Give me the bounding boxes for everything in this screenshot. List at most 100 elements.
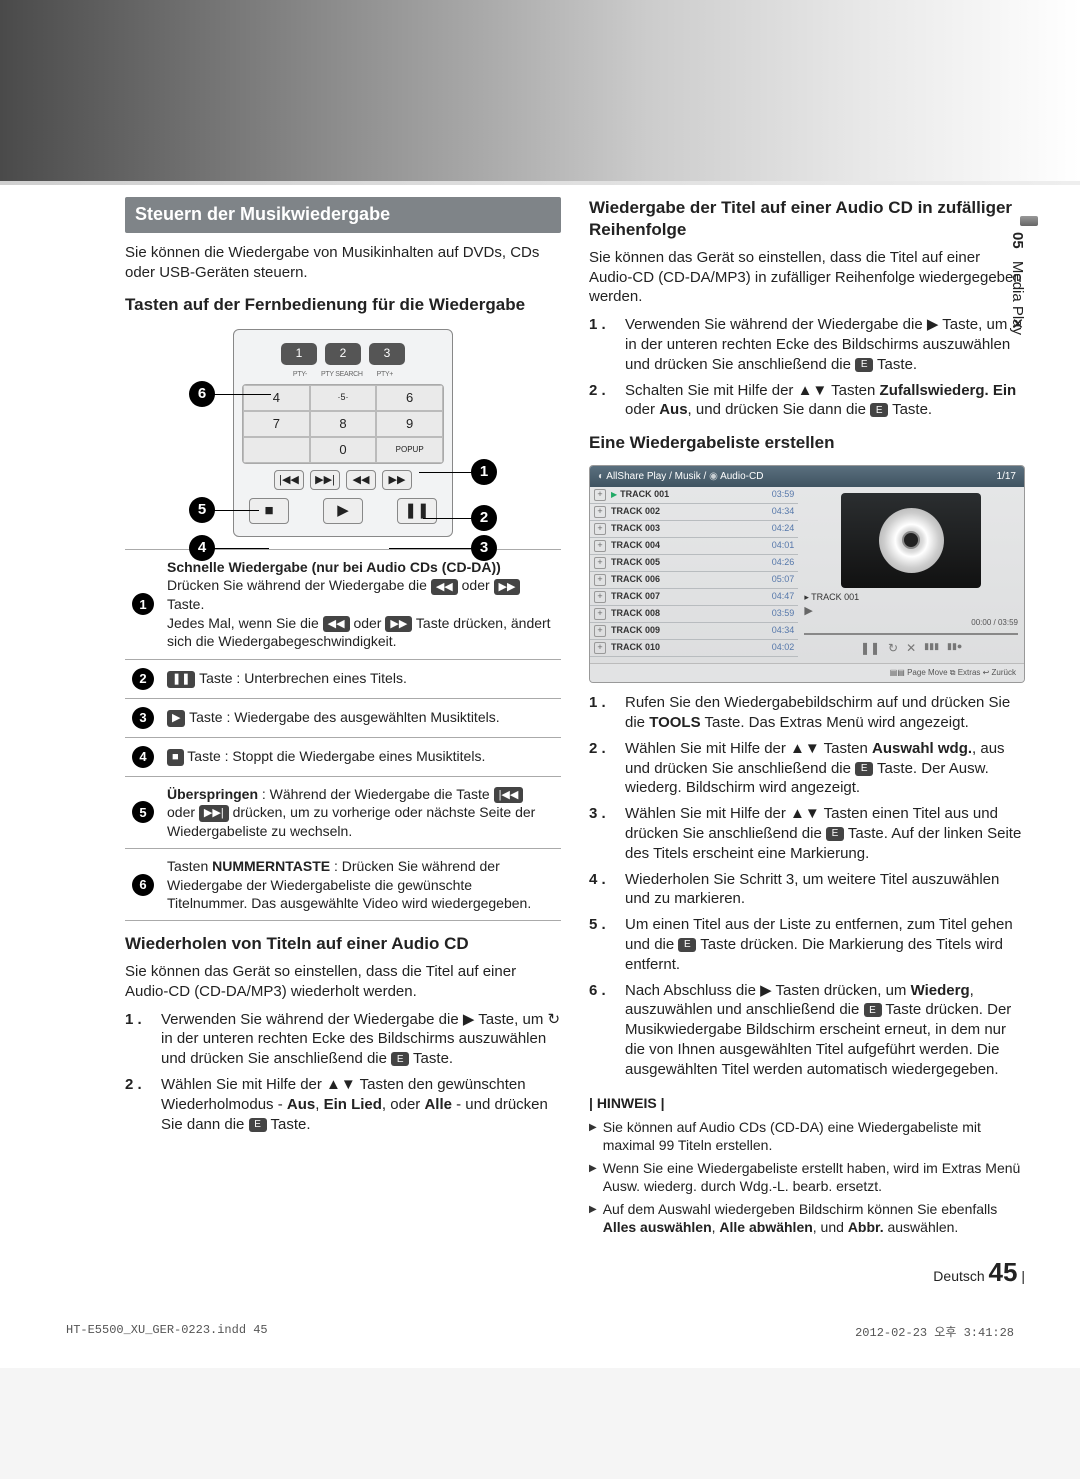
heading-playlist: Eine Wiedergabeliste erstellen xyxy=(589,432,1025,454)
step-item: 2 .Wählen Sie mit Hilfe der ▲▼ Tasten de… xyxy=(125,1075,561,1134)
control-row: 3 ▶ Taste : Wiedergabe des ausgewählten M… xyxy=(125,698,561,737)
row-desc: Überspringen : Während der Wiedergabe di… xyxy=(161,776,561,849)
shuffle-steps: 1 .Verwenden Sie während der Wiedergabe … xyxy=(589,315,1025,420)
track-row: +▶TRACK 00103:59 xyxy=(590,487,798,504)
row-desc: Tasten NUMMERNTASTE : Drücken Sie währen… xyxy=(161,849,561,921)
add-icon: + xyxy=(594,642,606,654)
step-item: 6 .Nach Abschluss die ▶ Tasten drücken, … xyxy=(589,981,1025,1080)
track-row: +TRACK 00304:24 xyxy=(590,521,798,538)
time-label: 00:00 / 03:59 xyxy=(971,618,1018,629)
print-file: HT-E5500_XU_GER-0223.indd 45 xyxy=(66,1323,268,1340)
add-icon: + xyxy=(594,625,606,637)
step-item: 2 .Schalten Sie mit Hilfe der ▲▼ Tasten … xyxy=(589,381,1025,421)
controls-table: 1 Schnelle Wiedergabe (nur bei Audio CDs … xyxy=(125,549,561,921)
track-row: +TRACK 00803:59 xyxy=(590,606,798,623)
remote-numpad: 4 · 5 · 6 7 8 9 0 POPUP xyxy=(242,384,444,464)
add-icon: + xyxy=(594,608,606,620)
callout-3: 3 xyxy=(471,535,497,561)
row-desc: ▶ Taste : Wiedergabe des ausgewählten Mu… xyxy=(161,698,561,737)
row-number: 3 xyxy=(132,707,154,729)
row-number: 1 xyxy=(132,593,154,615)
header-gradient xyxy=(0,0,1080,185)
heading-remote: Tasten auf der Fernbedienung für die Wie… xyxy=(125,294,561,316)
step-item: 5 .Um einen Titel aus der Liste zu entfe… xyxy=(589,915,1025,974)
page-footer: Deutsch 45 | xyxy=(589,1255,1025,1289)
control-row: 6 Tasten NUMMERNTASTE : Drücken Sie währe… xyxy=(125,849,561,921)
track-row: +TRACK 00904:34 xyxy=(590,623,798,640)
chapter-title: Media Play xyxy=(1009,261,1026,335)
row-desc: Schnelle Wiedergabe (nur bei Audio CDs (… xyxy=(161,550,561,660)
row-desc: ❚❚ Taste : Unterbrechen eines Titels. xyxy=(161,659,561,698)
add-icon: + xyxy=(594,506,606,518)
step-item: 1 .Rufen Sie den Wiedergabebildschirm au… xyxy=(589,693,1025,733)
remote-label-pty-minus: PTY- xyxy=(293,370,307,379)
note-heading: HINWEIS xyxy=(589,1094,1025,1112)
disc-icon xyxy=(879,508,944,573)
step-item: 3 .Wählen Sie mit Hilfe der ▲▼ Tasten ei… xyxy=(589,804,1025,863)
print-date: 2012-02-23 오후 3:41:28 xyxy=(855,1323,1014,1340)
track-row: +TRACK 00404:01 xyxy=(590,538,798,555)
track-row: +TRACK 01004:02 xyxy=(590,640,798,657)
side-tab-marker xyxy=(1020,216,1038,226)
step-item: 1 .Verwenden Sie während der Wiedergabe … xyxy=(589,315,1025,374)
track-row: +TRACK 00504:26 xyxy=(590,555,798,572)
note-item: Wenn Sie eine Wiedergabeliste erstellt h… xyxy=(589,1159,1025,1196)
playlist-steps: 1 .Rufen Sie den Wiedergabebildschirm au… xyxy=(589,693,1025,1079)
chapter-number: 05 xyxy=(1009,232,1026,249)
track-row: +TRACK 00605:07 xyxy=(590,572,798,589)
add-icon: + xyxy=(594,574,606,586)
remote-diagram: 1 2 3 PTY- PTY SEARCH PTY+ 4 · 5 · 6 7 xyxy=(233,329,453,537)
control-row: 2 ❚❚ Taste : Unterbrechen eines Titels. xyxy=(125,659,561,698)
intro-text: Sie können die Wiedergabe von Musikinhal… xyxy=(125,243,561,283)
left-column: Steuern der Musikwiedergabe Sie können d… xyxy=(125,197,561,1289)
add-icon: + xyxy=(594,557,606,569)
print-footer: HT-E5500_XU_GER-0223.indd 45 2012-02-23 … xyxy=(0,1309,1080,1368)
remote-key-3: 3 xyxy=(369,343,405,365)
screen-transport-icons: ❚❚↻✕▮▮▮▮▮● xyxy=(860,641,962,657)
callout-6: 6 xyxy=(189,381,215,407)
remote-nav-row: |◀◀ ▶▶| ◀◀ ▶▶ xyxy=(242,470,444,490)
step-item: 2 .Wählen Sie mit Hilfe der ▲▼ Tasten Au… xyxy=(589,739,1025,798)
add-icon: + xyxy=(594,591,606,603)
notes-list: Sie können auf Audio CDs (CD-DA) eine Wi… xyxy=(589,1118,1025,1237)
remote-label-pty-plus: PTY+ xyxy=(377,370,394,379)
track-row: +TRACK 00704:47 xyxy=(590,589,798,606)
note-item: Auf dem Auswahl wiedergeben Bildschirm k… xyxy=(589,1200,1025,1237)
step-item: 4 .Wiederholen Sie Schritt 3, um weitere… xyxy=(589,870,1025,910)
callout-2: 2 xyxy=(471,505,497,531)
page-language: Deutsch xyxy=(933,1268,984,1284)
note-item: Sie können auf Audio CDs (CD-DA) eine Wi… xyxy=(589,1118,1025,1155)
remote-key-2: 2 xyxy=(325,343,361,365)
screen-footer: ▤▤ Page Move ⧉ Extras ↩ Zurück xyxy=(590,663,1024,683)
row-number: 4 xyxy=(132,746,154,768)
row-number: 5 xyxy=(132,801,154,823)
callout-4: 4 xyxy=(189,535,215,561)
now-playing-label: TRACK 001 xyxy=(811,592,859,602)
repeat-intro: Sie können das Gerät so einstellen, dass… xyxy=(125,962,561,1002)
heading-shuffle: Wiedergabe der Titel auf einer Audio CD … xyxy=(589,197,1025,242)
add-icon: + xyxy=(594,489,606,501)
step-item: 1 .Verwenden Sie während der Wiedergabe … xyxy=(125,1010,561,1069)
playlist-screenshot: ◐ AllShare Play / Musik / ◉ Audio-CD 1/1… xyxy=(589,465,1025,684)
remote-label-pty-search: PTY SEARCH xyxy=(321,370,363,379)
screen-breadcrumb: ◐ AllShare Play / Musik / ◉ Audio-CD xyxy=(598,470,763,483)
callout-5: 5 xyxy=(189,497,215,523)
screen-counter: 1/17 xyxy=(997,470,1016,483)
screen-preview: ▸ TRACK 001 ▶ 00:00 / 03:59 ❚❚↻✕▮▮▮▮▮● xyxy=(798,487,1024,663)
add-icon: + xyxy=(594,523,606,535)
row-number: 2 xyxy=(132,668,154,690)
control-row: 1 Schnelle Wiedergabe (nur bei Audio CDs … xyxy=(125,550,561,660)
screen-tracklist: +▶TRACK 00103:59+TRACK 00204:34+TRACK 00… xyxy=(590,487,798,663)
shuffle-intro: Sie können das Gerät so einstellen, dass… xyxy=(589,248,1025,307)
remote-transport-row: ■ ▶ ❚❚ xyxy=(242,498,444,524)
row-number: 6 xyxy=(132,874,154,896)
right-column: Wiedergabe der Titel auf einer Audio CD … xyxy=(589,197,1025,1289)
chapter-tab: 05 Media Play xyxy=(1009,232,1026,335)
remote-key-1: 1 xyxy=(281,343,317,365)
track-row: +TRACK 00204:34 xyxy=(590,504,798,521)
section-title-playback: Steuern der Musikwiedergabe xyxy=(125,197,561,233)
add-icon: + xyxy=(594,540,606,552)
callout-1: 1 xyxy=(471,459,497,485)
repeat-steps: 1 .Verwenden Sie während der Wiedergabe … xyxy=(125,1010,561,1135)
row-desc: ■ Taste : Stoppt die Wiedergabe eines Mu… xyxy=(161,737,561,776)
